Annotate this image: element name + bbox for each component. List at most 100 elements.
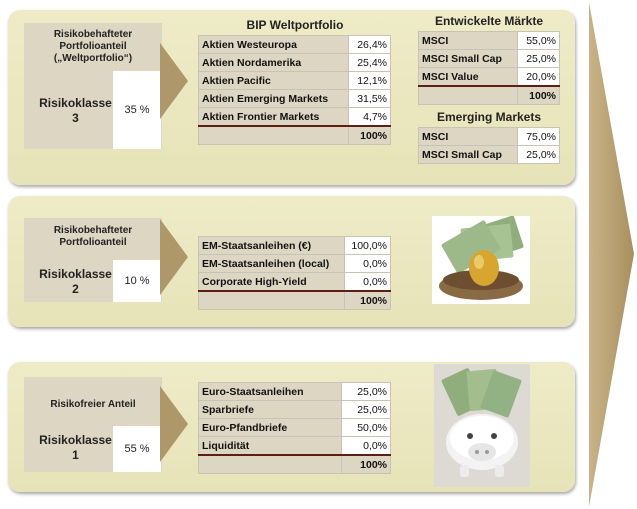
row-name: Corporate High-Yield xyxy=(198,272,345,292)
total-value: 100% xyxy=(517,85,560,105)
panel-arrow xyxy=(160,43,188,119)
table-row: EM-Staatsanleihen (€) 100,0% xyxy=(198,236,392,255)
label-title-line: Portfolioanteil xyxy=(59,237,127,248)
row-value: 25,4% xyxy=(348,53,391,72)
panel-risk-class-3: Risikobehafteter Portfolioanteil („Weltp… xyxy=(8,10,575,185)
risk-class-3-label-box: Risikobehafteter Portfolioanteil („Weltp… xyxy=(24,23,162,149)
table-row: Aktien Frontier Markets 4,7% xyxy=(197,107,391,127)
table-row: Aktien Nordamerika 25,4% xyxy=(197,53,391,72)
row-value: 4,7% xyxy=(348,107,391,127)
row-name: MSCI Small Cap xyxy=(417,145,519,164)
row-name: Euro-Staatsanleihen xyxy=(197,382,343,401)
emerging-markets-table: MSCI 75,0% MSCI Small Cap 25,0% xyxy=(417,127,560,164)
row-value: 0,0% xyxy=(341,436,391,456)
row-name: Liquidität xyxy=(197,436,343,456)
total-row: 100% xyxy=(198,290,392,310)
row-value: 55,0% xyxy=(517,31,560,50)
row-value: 0,0% xyxy=(343,254,392,273)
row-name: Aktien Pacific xyxy=(197,71,350,90)
panel-arrow xyxy=(160,219,188,295)
label-title-line: („Weltportfolio“) xyxy=(53,53,133,64)
risk-class-label: Risikoklasse xyxy=(39,433,112,447)
risk-class-number: 2 xyxy=(72,282,79,296)
table-row: Aktien Pacific 12,1% xyxy=(197,71,391,90)
row-value: 100,0% xyxy=(343,236,392,255)
table-row: Liquidität 0,0% xyxy=(197,436,391,456)
row-value: 75,0% xyxy=(517,127,560,146)
total-row: 100% xyxy=(417,85,560,105)
panel-risk-class-1: Risikofreier Anteil Risikoklasse 1 55 % … xyxy=(8,362,575,492)
risk-class-2-label-box: Risikobehafteter Portfolioanteil Risikok… xyxy=(24,218,162,302)
row-value: 0,0% xyxy=(343,272,392,292)
total-label xyxy=(417,85,519,105)
row-name: EM-Staatsanleihen (local) xyxy=(198,254,345,273)
row-name: Aktien Westeuropa xyxy=(197,35,350,54)
total-value: 100% xyxy=(341,454,391,474)
table-title-bip-weltportfolio: BIP Weltportfolio xyxy=(246,18,344,32)
row-name: MSCI xyxy=(417,127,519,146)
table-title-entwickelte-maerkte: Entwickelte Märkte xyxy=(434,14,544,28)
row-name: MSCI Value xyxy=(417,67,519,87)
row-name: Sparbriefe xyxy=(197,400,343,419)
row-value: 50,0% xyxy=(341,418,391,437)
total-label xyxy=(198,290,345,310)
row-value: 25,0% xyxy=(517,49,560,68)
row-value: 12,1% xyxy=(348,71,391,90)
entwickelte-maerkte-table: MSCI 55,0% MSCI Small Cap 25,0% MSCI Value… xyxy=(417,31,560,105)
row-name: Aktien Frontier Markets xyxy=(197,107,350,127)
table-row: Corporate High-Yield 0,0% xyxy=(198,272,392,292)
row-value: 25,0% xyxy=(341,400,391,419)
row-name: MSCI Small Cap xyxy=(417,49,519,68)
nest-egg-illustration xyxy=(439,215,524,300)
total-label xyxy=(197,125,350,145)
row-name: Euro-Pfandbriefe xyxy=(197,418,343,437)
table-row: MSCI Value 20,0% xyxy=(417,67,560,87)
risk-class-number: 3 xyxy=(72,111,79,125)
big-right-arrow xyxy=(589,2,634,507)
row-name: EM-Staatsanleihen (€) xyxy=(198,236,345,255)
label-title-line: Portfolioanteil xyxy=(59,41,127,52)
risk-class-label: Risikoklasse xyxy=(39,96,112,110)
nest-egg-money-image xyxy=(432,215,530,304)
label-title-line: Risikobehafteter xyxy=(53,225,133,236)
table-row: Aktien Westeuropa 26,4% xyxy=(197,35,391,54)
row-value: 20,0% xyxy=(517,67,560,87)
table-row: Euro-Staatsanleihen 25,0% xyxy=(197,382,391,401)
total-label xyxy=(197,454,343,474)
panel-arrow xyxy=(160,386,188,462)
risk-class-label: Risikoklasse xyxy=(39,267,112,281)
risk-class-1-value: 55 % xyxy=(113,426,161,472)
piggy-bank-money-image xyxy=(434,364,530,487)
risk-class-1-label-box: Risikofreier Anteil Risikoklasse 1 55 % xyxy=(24,377,162,472)
risk-class-3-value: 35 % xyxy=(113,71,161,149)
piggy-bank-illustration xyxy=(434,364,530,487)
table-row: Aktien Emerging Markets 31,5% xyxy=(197,89,391,108)
table-title-emerging-markets: Emerging Markets xyxy=(436,110,542,124)
table-row: MSCI 75,0% xyxy=(417,127,560,146)
total-row: 100% xyxy=(197,125,391,145)
table-row: MSCI Small Cap 25,0% xyxy=(417,145,560,164)
risk-class-1-table: Euro-Staatsanleihen 25,0% Sparbriefe 25,0%… xyxy=(197,382,391,474)
row-value: 25,0% xyxy=(517,145,560,164)
total-value: 100% xyxy=(343,290,392,310)
total-value: 100% xyxy=(348,125,391,145)
row-value: 31,5% xyxy=(348,89,391,108)
label-title-line: Risikobehafteter xyxy=(53,29,133,40)
risk-class-number: 1 xyxy=(72,448,79,462)
label-title-line: Risikofreier Anteil xyxy=(50,399,136,410)
risk-class-2-value: 10 % xyxy=(113,260,161,302)
table-row: Euro-Pfandbriefe 50,0% xyxy=(197,418,391,437)
panel-risk-class-2: Risikobehafteter Portfolioanteil Risikok… xyxy=(8,196,575,327)
table-row: MSCI 55,0% xyxy=(417,31,560,50)
table-row: MSCI Small Cap 25,0% xyxy=(417,49,560,68)
bip-weltportfolio-table: Aktien Westeuropa 26,4% Aktien Nordamerik… xyxy=(197,35,391,145)
table-row: EM-Staatsanleihen (local) 0,0% xyxy=(198,254,392,273)
row-value: 26,4% xyxy=(348,35,391,54)
row-name: Aktien Emerging Markets xyxy=(197,89,350,108)
table-row: Sparbriefe 25,0% xyxy=(197,400,391,419)
risk-class-2-table: EM-Staatsanleihen (€) 100,0% EM-Staatsanl… xyxy=(198,236,392,310)
row-name: Aktien Nordamerika xyxy=(197,53,350,72)
row-name: MSCI xyxy=(417,31,519,50)
row-value: 25,0% xyxy=(341,382,391,401)
total-row: 100% xyxy=(197,454,391,474)
